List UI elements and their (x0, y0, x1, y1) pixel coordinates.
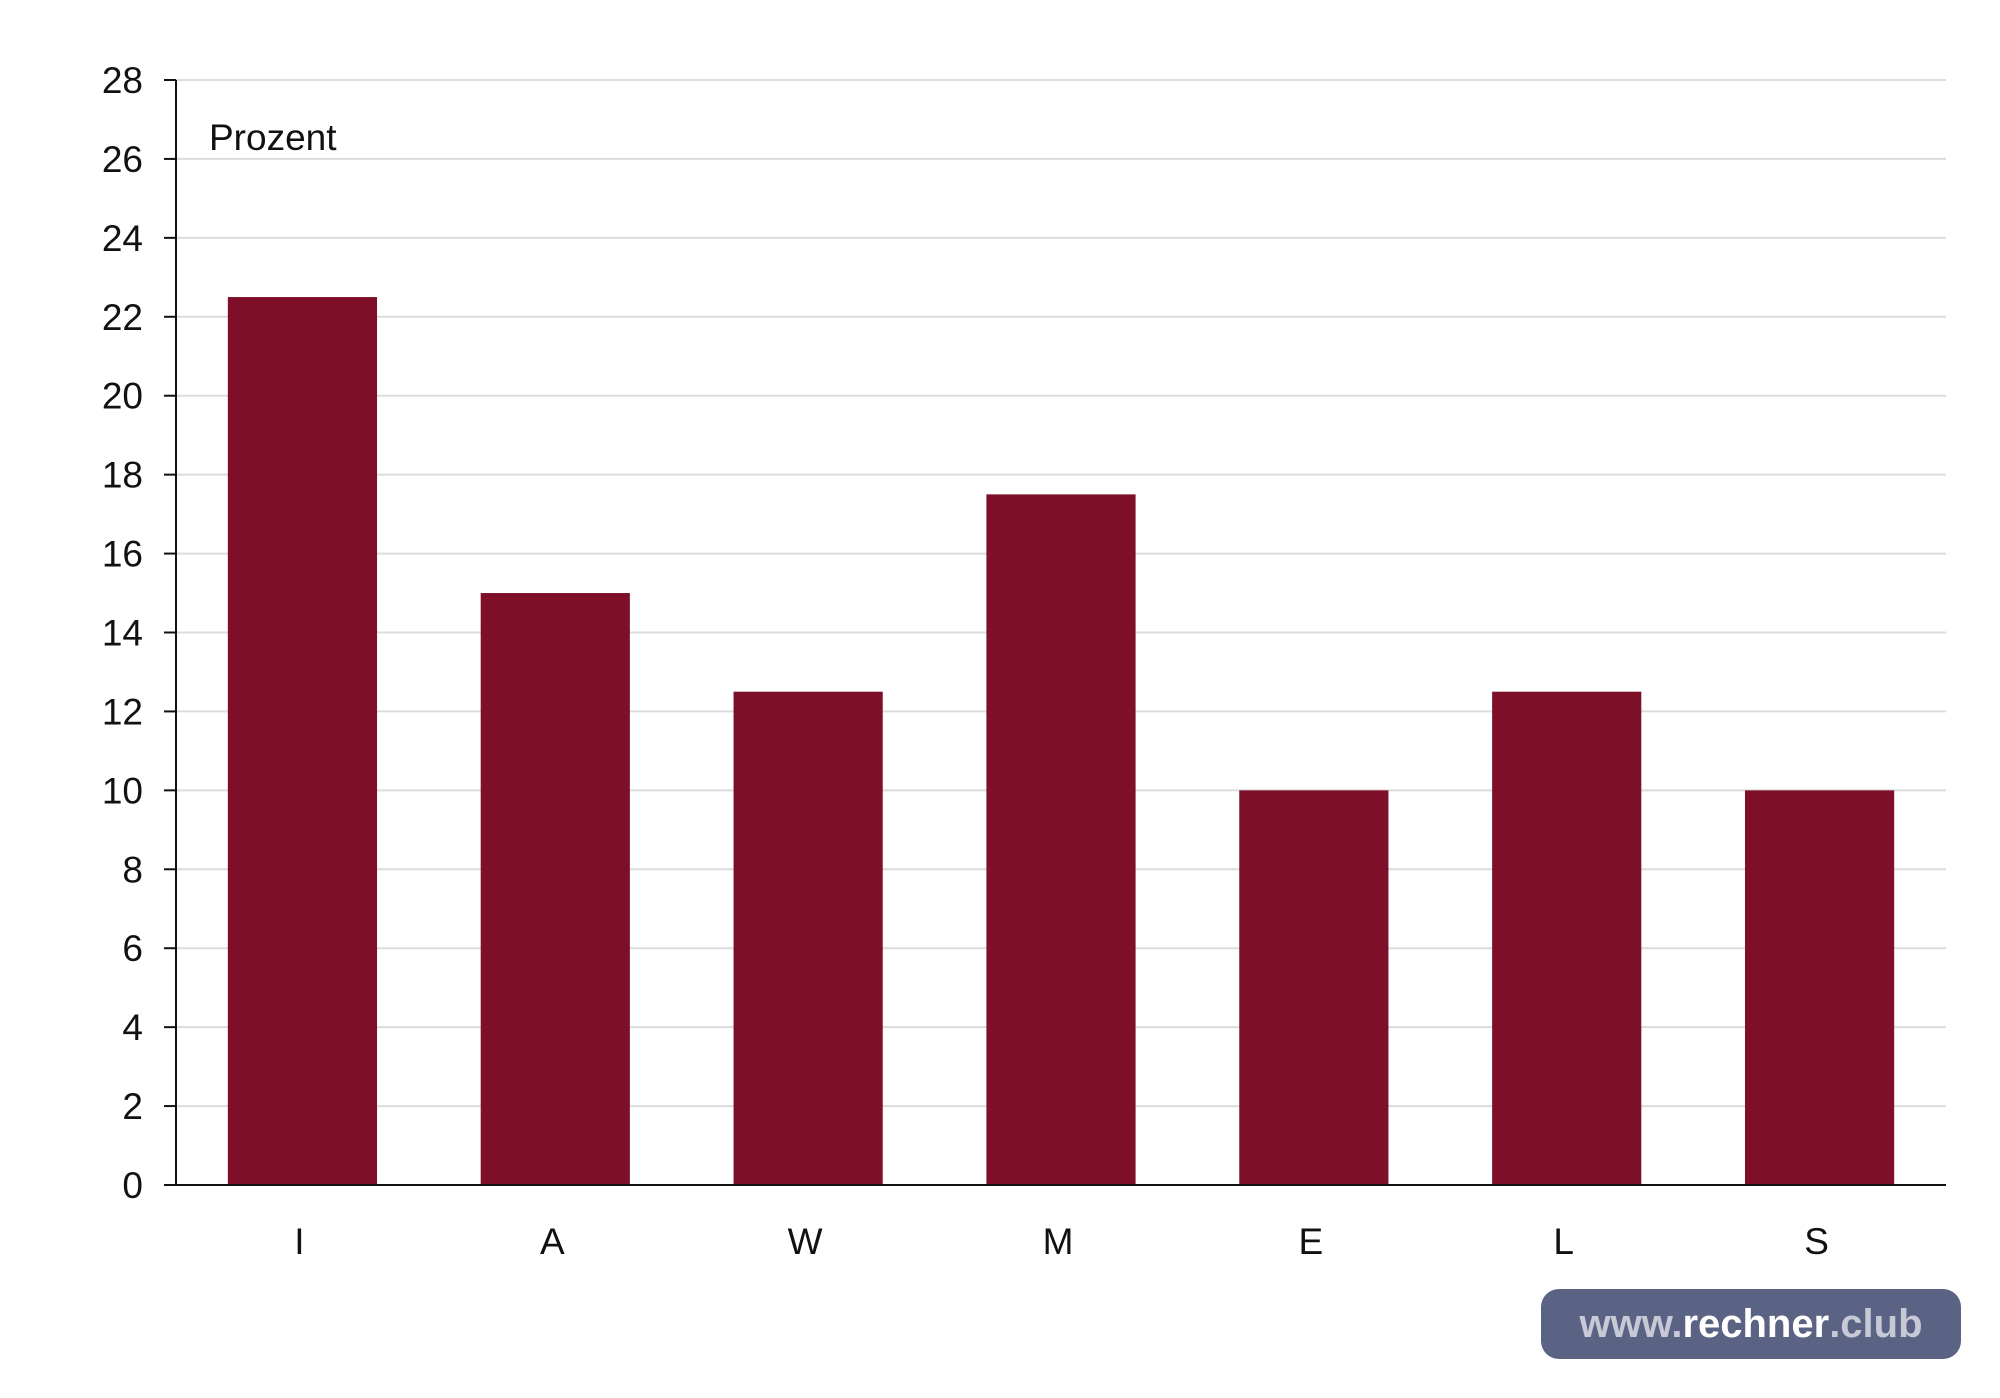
x-tick-label: E (1299, 1221, 1324, 1262)
y-tick-label: 24 (102, 218, 143, 259)
x-tick-label: M (1043, 1221, 1074, 1262)
watermark-badge: www. rechner .club (1541, 1289, 1961, 1359)
bars (227, 297, 1895, 1184)
bar-e (1239, 790, 1389, 1184)
bar-m (986, 494, 1136, 1184)
watermark-brand: rechner (1682, 1301, 1830, 1346)
x-tick-label: S (1804, 1221, 1829, 1262)
y-tick-label: 0 (122, 1165, 143, 1206)
watermark-prefix: www. (1579, 1301, 1683, 1346)
y-tick-label: 26 (102, 139, 143, 180)
y-tick-label: 14 (102, 613, 143, 654)
bar-s (1744, 790, 1895, 1184)
x-tick-label: A (540, 1221, 565, 1262)
y-tick-label: 12 (102, 691, 143, 732)
x-tick-label: L (1553, 1221, 1574, 1262)
bar-i (227, 297, 378, 1184)
bar-l (1492, 691, 1642, 1184)
y-tick-label: 18 (102, 455, 143, 496)
y-tick-label: 20 (102, 376, 143, 417)
y-tick-label: 8 (122, 849, 143, 890)
y-tick-label: 22 (102, 297, 143, 338)
y-tick-label: 6 (122, 928, 143, 969)
watermark-suffix: .club (1829, 1301, 1923, 1346)
x-tick-label: W (788, 1221, 823, 1262)
bar-w (733, 691, 883, 1184)
y-tick-label: 2 (122, 1086, 143, 1127)
y-tick-label: 4 (122, 1007, 143, 1048)
x-tick-label: I (294, 1221, 304, 1262)
y-tick-label: 16 (102, 534, 143, 575)
y-axis-label: Prozent (209, 117, 337, 158)
y-tick-label: 28 (102, 60, 143, 101)
y-tick-label: 10 (102, 770, 143, 811)
bar-a (480, 593, 630, 1184)
